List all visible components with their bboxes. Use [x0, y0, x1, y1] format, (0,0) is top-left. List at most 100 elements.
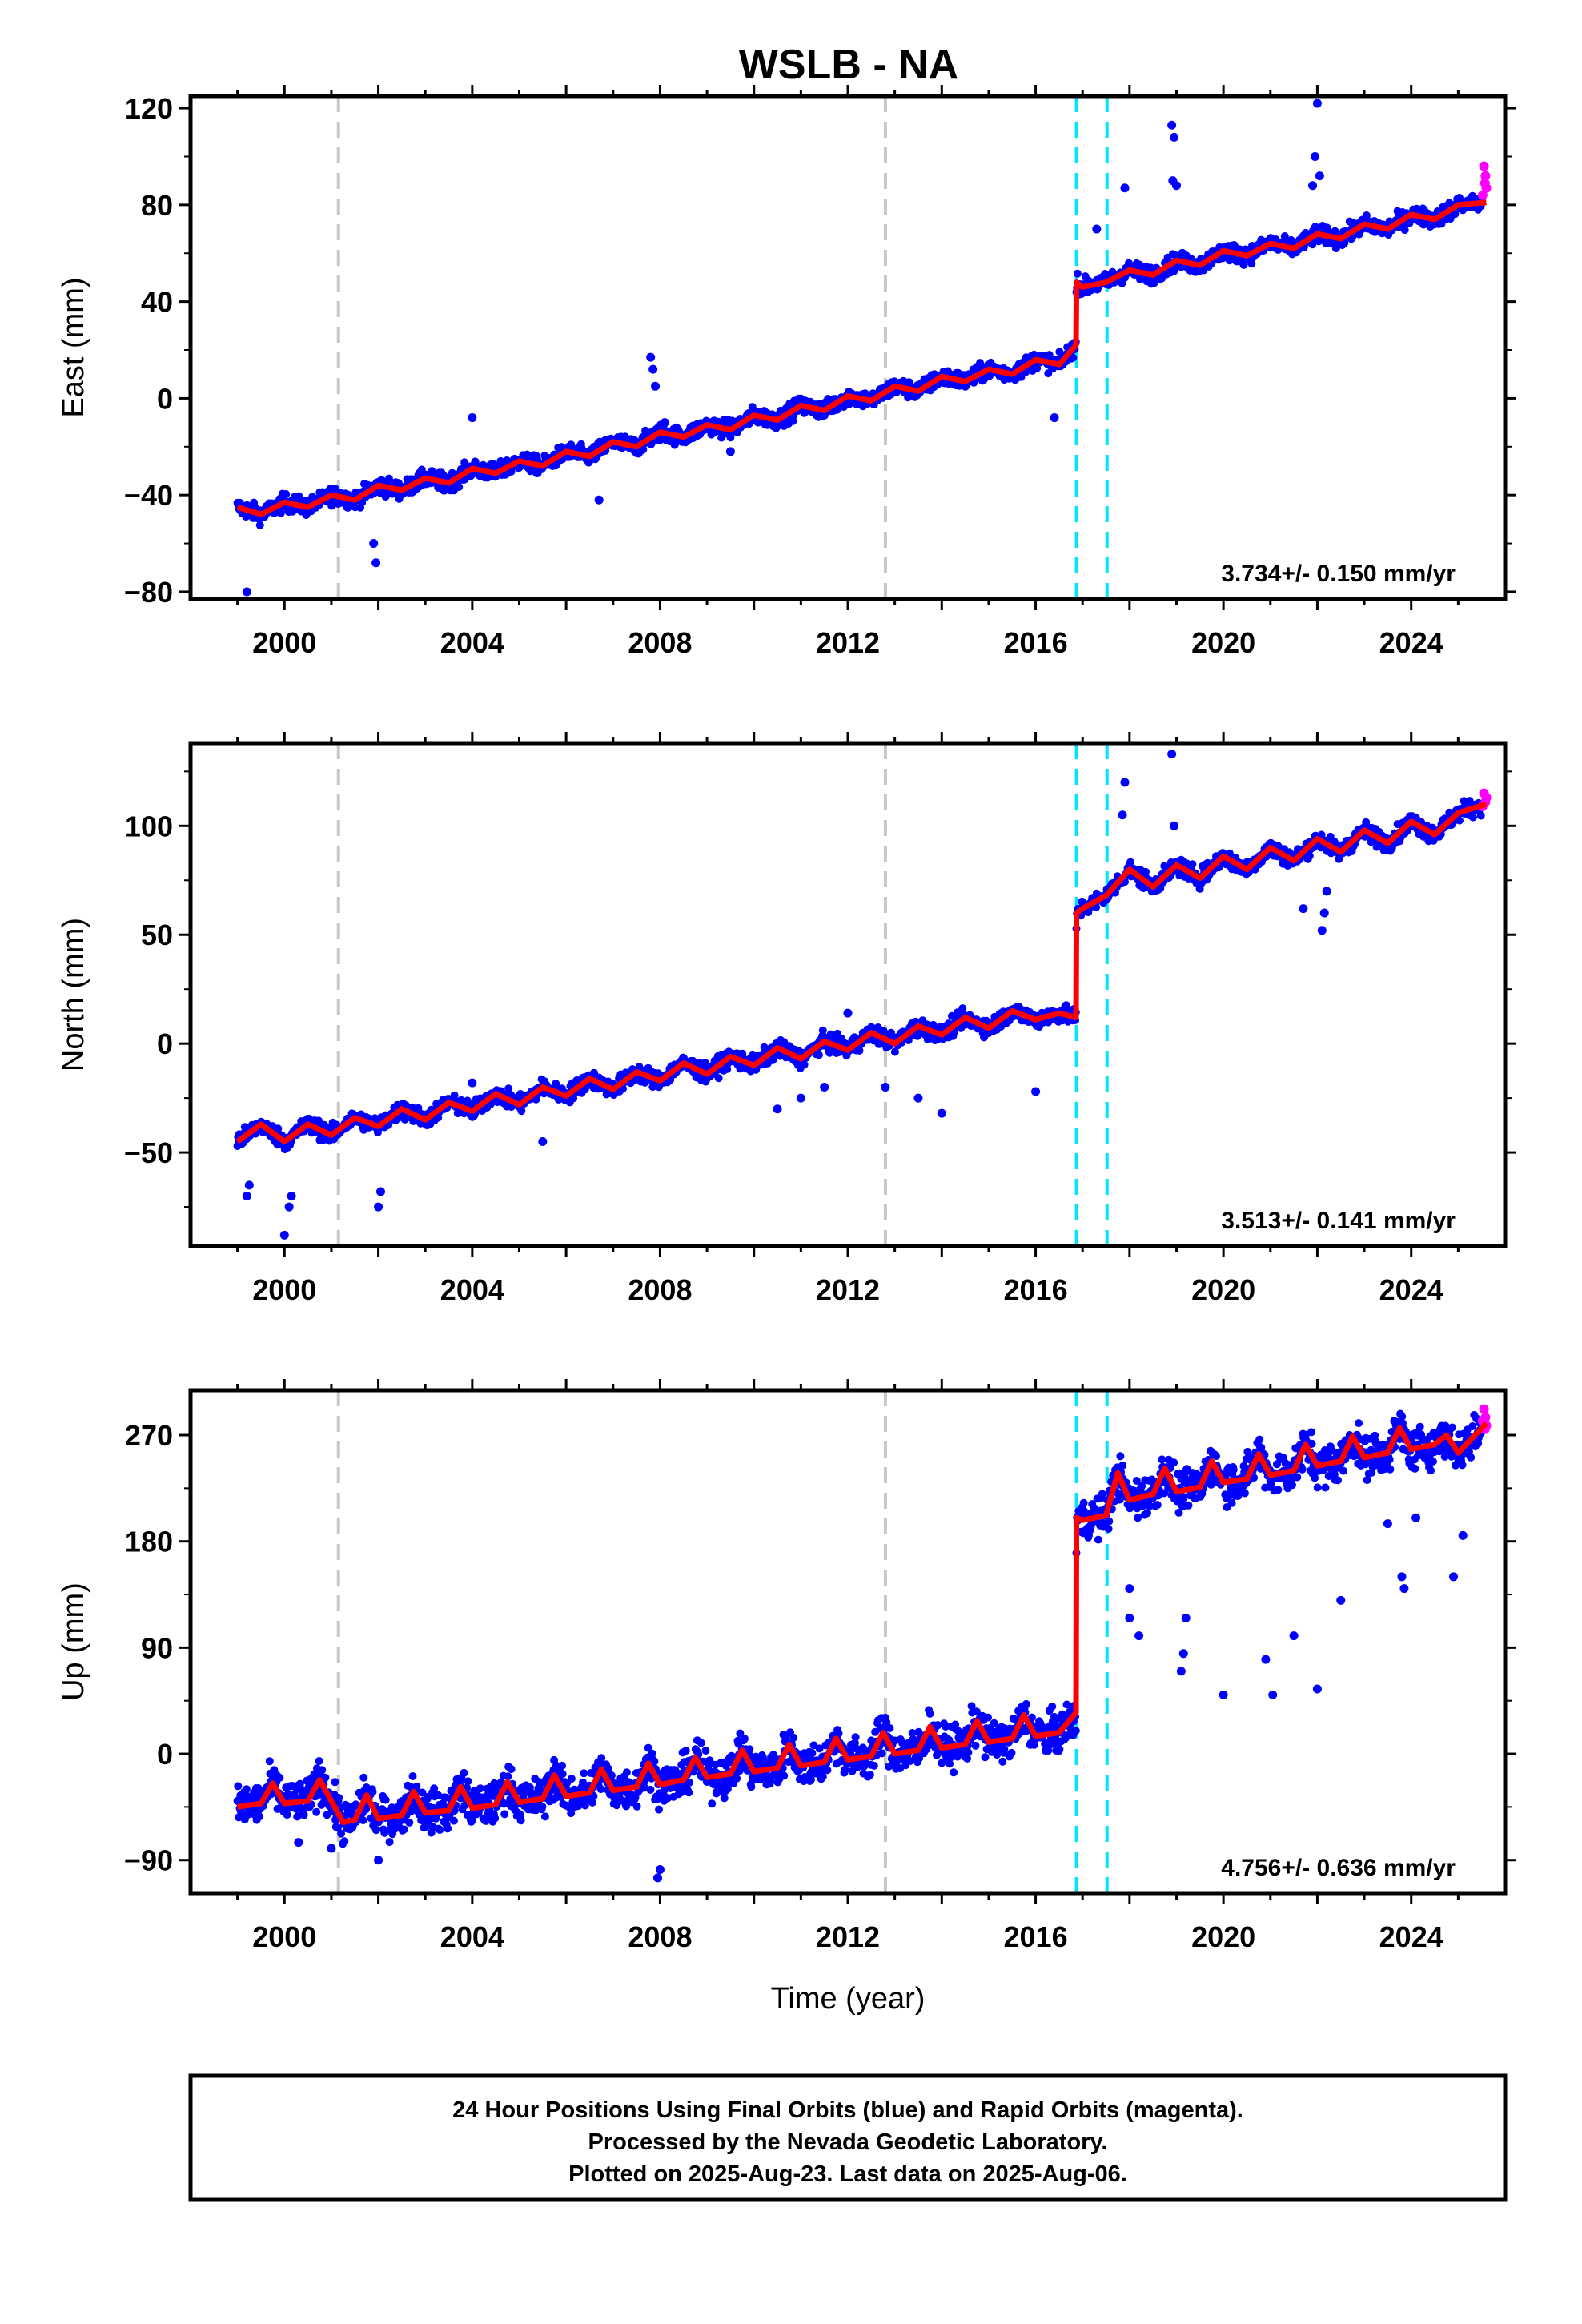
north-y-axis-label: North (mm) — [57, 918, 90, 1072]
east-position-point — [726, 433, 735, 442]
north-outlier-point-3 — [284, 1202, 294, 1212]
north-position-point — [855, 1047, 864, 1055]
east-position-point — [1468, 191, 1477, 200]
north-frame — [188, 741, 1508, 1248]
north-outlier-point-20 — [1170, 821, 1179, 830]
north-position-point — [814, 1051, 823, 1059]
north-position-point — [1456, 816, 1464, 825]
north-x-tick-label: 2016 — [1004, 1273, 1068, 1306]
north-outlier-point-13 — [881, 1083, 890, 1092]
up-position-point — [275, 1773, 284, 1782]
north-outlier-point-12 — [843, 1008, 853, 1018]
east-outlier-point-16 — [1172, 181, 1181, 191]
east-position-point — [276, 509, 285, 517]
north-outlier-point-1 — [244, 1180, 254, 1190]
east-x-tick-label: 2000 — [252, 626, 316, 659]
up-position-point — [299, 1811, 308, 1819]
east-plot-area — [233, 96, 1492, 599]
up-position-point — [371, 1826, 380, 1835]
east-y-tick-label: −40 — [124, 479, 173, 512]
north-outlier-point-16 — [1031, 1087, 1041, 1096]
north-outlier-point-6 — [376, 1187, 386, 1196]
east-position-point — [255, 521, 264, 529]
up-panel: 2000 2004 2008 2012 2016 2020 2024−90090180270… — [57, 1379, 1516, 2016]
east-x-tick-label: 2008 — [628, 626, 692, 659]
east-outlier-point-4 — [468, 413, 477, 423]
up-plot-area — [233, 1390, 1492, 1893]
east-outlier-point-12 — [1120, 183, 1130, 193]
up-position-point — [265, 1757, 274, 1766]
east-rate-label: 3.734+/- 0.150 mm/yr — [1221, 561, 1456, 587]
up-position-point — [400, 1825, 408, 1834]
up-position-point — [323, 1811, 331, 1819]
north-position-point — [929, 1020, 938, 1029]
up-position-point — [359, 1773, 368, 1782]
east-rapid-point-3 — [1477, 190, 1488, 200]
up-position-point — [315, 1757, 323, 1765]
north-y-tick-label: 0 — [157, 1027, 173, 1060]
north-outlier-point-23 — [1319, 908, 1329, 918]
east-outlier-point-0 — [242, 587, 251, 597]
up-position-point — [310, 1770, 319, 1779]
north-x-tick-label: 2000 — [252, 1273, 316, 1306]
east-x-tick-label: 2004 — [440, 626, 504, 659]
north-outlier-point-21 — [1299, 904, 1308, 914]
east-outlier-point-14 — [1170, 132, 1179, 142]
east-position-point — [282, 490, 291, 498]
east-outlier-point-13 — [1167, 120, 1177, 130]
east-final-orbit-points — [233, 99, 1486, 597]
north-final-orbit-points — [233, 750, 1486, 1240]
east-rapid-point-4 — [1480, 178, 1490, 188]
east-outlier-point-5 — [594, 495, 604, 505]
east-position-point — [1247, 259, 1256, 268]
up-position-point — [234, 1782, 243, 1791]
up-position-point — [255, 1812, 264, 1821]
east-rapid-point-0 — [1479, 161, 1489, 171]
north-outlier-point-10 — [796, 1093, 805, 1103]
north-x-tick-label: 2020 — [1191, 1273, 1255, 1306]
up-position-point — [335, 1794, 343, 1802]
north-position-point — [1468, 813, 1477, 822]
north-position-point — [800, 1060, 809, 1069]
east-outlier-point-18 — [1310, 151, 1319, 161]
north-position-point — [890, 1047, 899, 1056]
east-outlier-point-11 — [1050, 413, 1059, 423]
up-position-point — [242, 1785, 251, 1794]
up-position-point — [321, 1773, 330, 1782]
north-position-point — [1188, 860, 1197, 869]
east-x-tick-label: 2024 — [1379, 626, 1443, 659]
north-y-tick-label: 100 — [125, 810, 173, 842]
north-x-tick-label: 2008 — [628, 1273, 692, 1306]
up-position-point — [318, 1766, 327, 1775]
east-x-tick-label: 2016 — [1004, 626, 1068, 659]
east-outlier-point-17 — [1312, 99, 1322, 108]
east-position-point — [1073, 269, 1082, 278]
east-position-point — [1400, 226, 1409, 235]
north-outlier-point-19 — [1167, 750, 1177, 759]
east-outlier-point-9 — [660, 418, 669, 428]
up-position-point — [405, 1818, 414, 1827]
north-outlier-point-24 — [1322, 887, 1331, 896]
east-outlier-point-7 — [648, 364, 658, 374]
up-position-point — [359, 1816, 367, 1825]
north-rate-label: 3.513+/- 0.141 mm/yr — [1221, 1208, 1456, 1234]
north-position-point — [504, 1084, 513, 1093]
east-x-tick-label: 2012 — [816, 626, 880, 659]
east-x-tick-label: 2020 — [1191, 626, 1255, 659]
north-position-point — [714, 1074, 723, 1083]
north-y-tick-label: −50 — [124, 1136, 173, 1169]
north-position-point — [1317, 830, 1326, 839]
east-y-axis-label: East (mm) — [57, 277, 90, 417]
east-y-tick-label: 120 — [125, 92, 173, 125]
east-outlier-point-6 — [646, 352, 656, 362]
north-outlier-point-11 — [820, 1083, 829, 1092]
east-outlier-point-19 — [1315, 171, 1324, 181]
north-outlier-point-22 — [1317, 926, 1327, 935]
north-y-tick-label: 50 — [141, 919, 173, 951]
north-outlier-point-9 — [773, 1104, 782, 1114]
north-outlier-point-15 — [937, 1108, 946, 1118]
east-outlier-point-10 — [725, 447, 735, 456]
north-position-point — [818, 1026, 827, 1035]
north-plot-area — [233, 743, 1492, 1246]
north-outlier-point-5 — [374, 1202, 383, 1212]
